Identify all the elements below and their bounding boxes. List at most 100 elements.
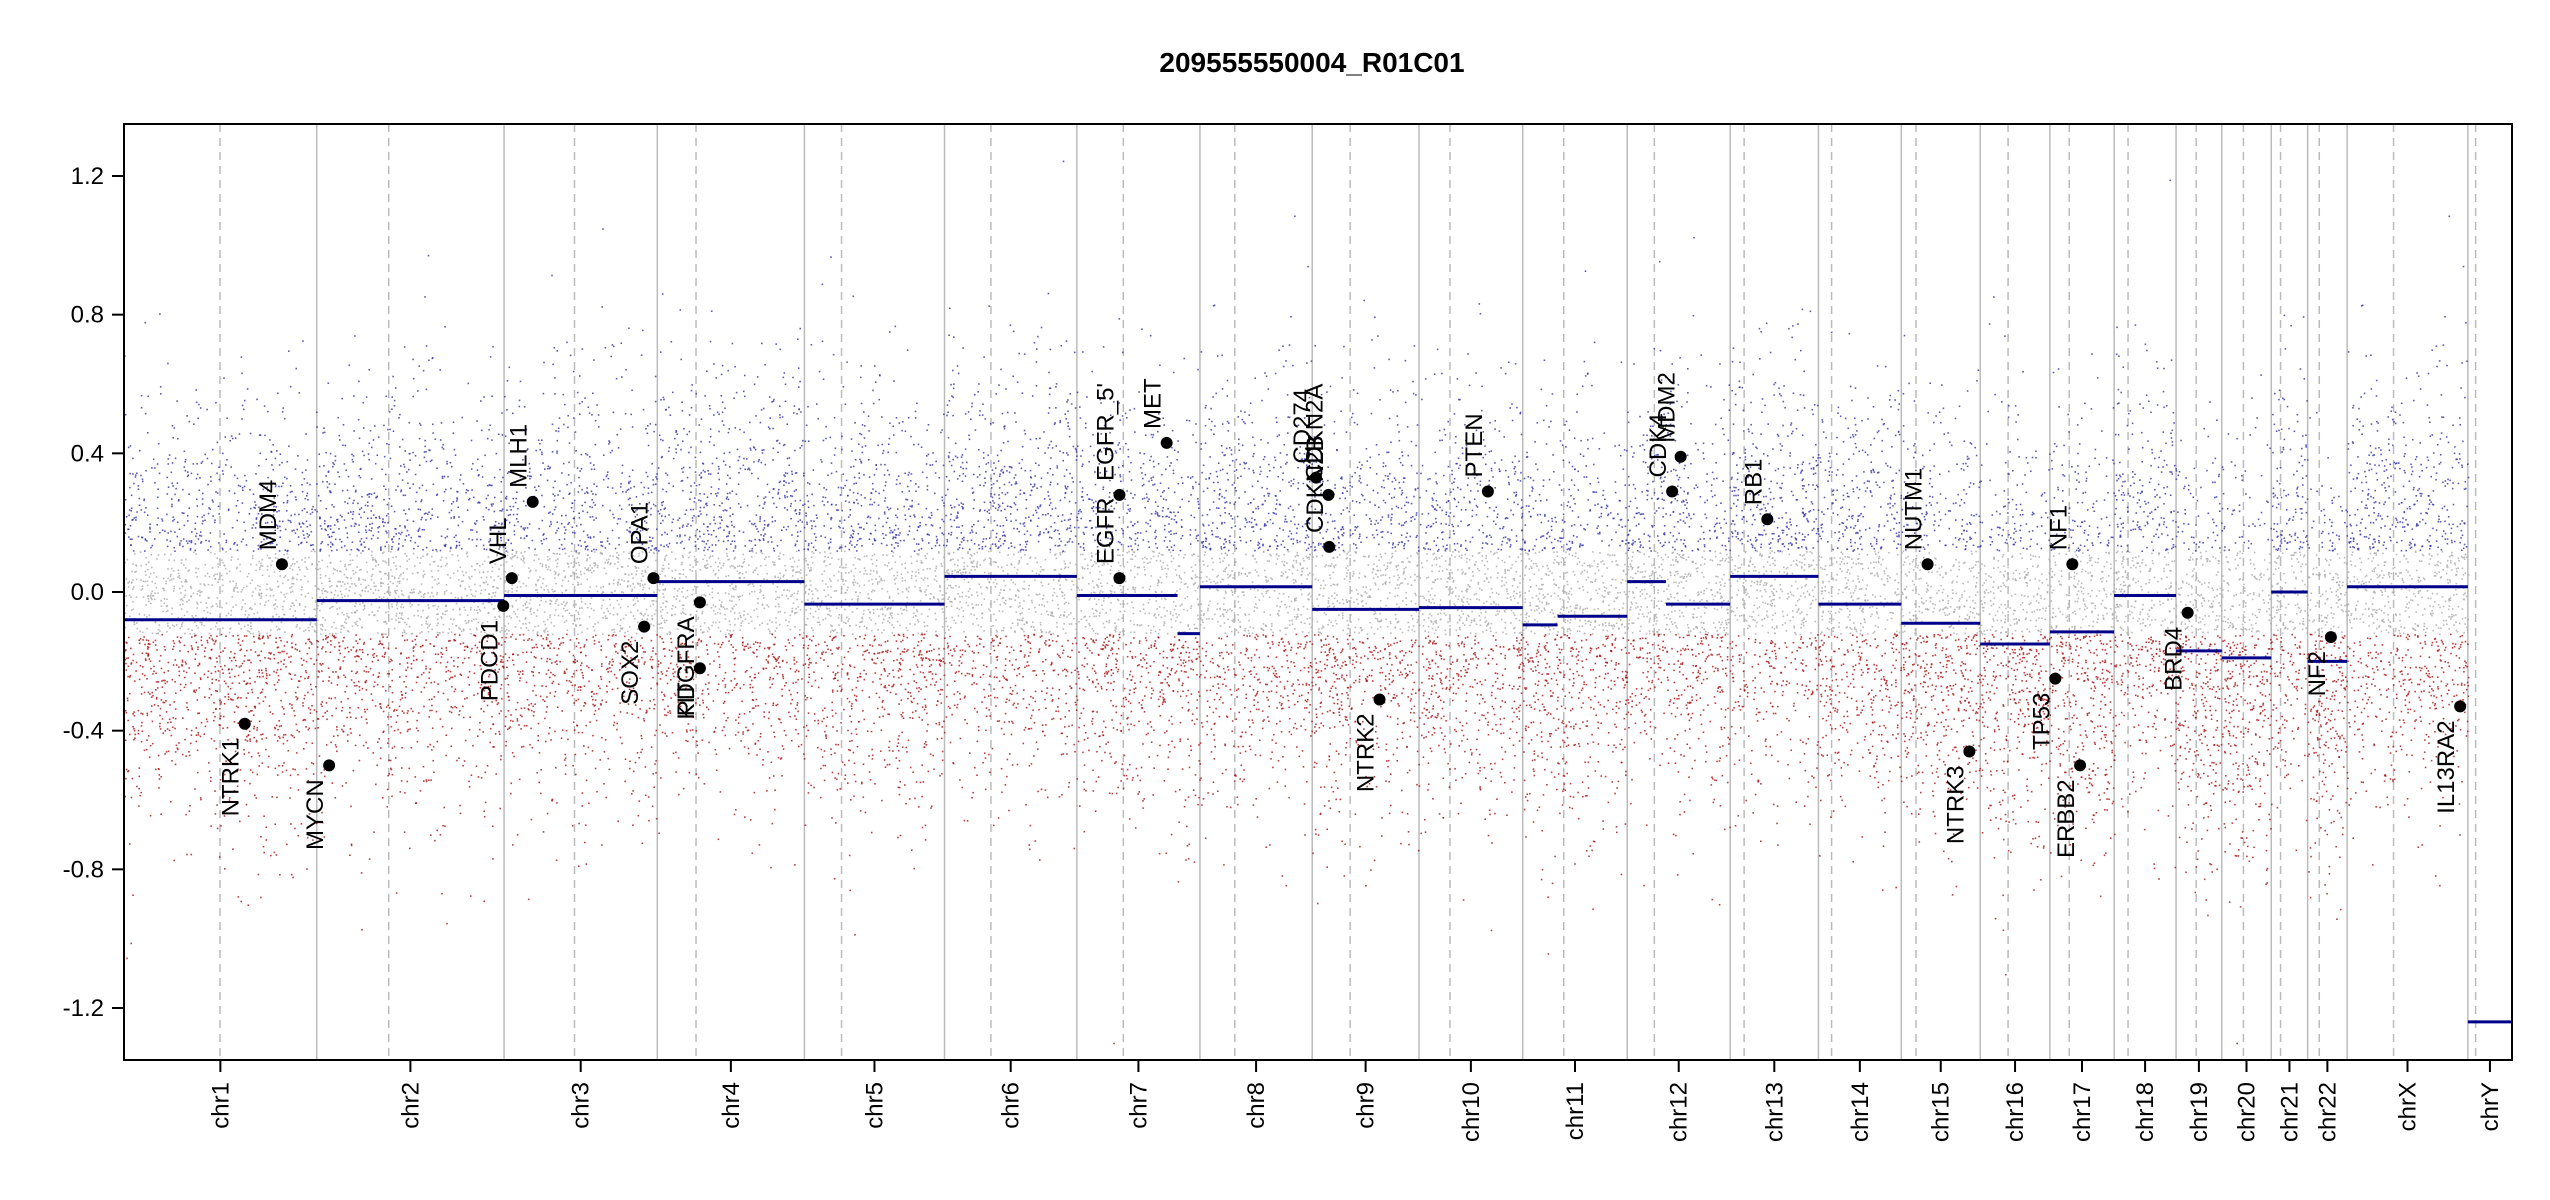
probe-point — [472, 744, 474, 747]
probe-point — [291, 642, 293, 644]
probe-point — [615, 650, 617, 653]
probe-point — [675, 751, 677, 754]
probe-point — [529, 608, 532, 611]
probe-point — [575, 645, 578, 648]
probe-point — [473, 694, 475, 696]
probe-point — [199, 534, 201, 537]
probe-point — [420, 583, 423, 585]
probe-point — [522, 604, 525, 607]
probe-point — [622, 617, 625, 620]
probe-point — [344, 676, 347, 678]
probe-point — [520, 525, 522, 528]
probe-point — [455, 545, 458, 548]
probe-point — [260, 592, 262, 595]
probe-point — [282, 520, 284, 523]
probe-point — [468, 786, 471, 788]
probe-point — [135, 474, 137, 476]
probe-point — [354, 522, 356, 525]
probe-point — [471, 529, 474, 531]
probe-point — [647, 425, 649, 427]
probe-point — [244, 474, 246, 477]
probe-point — [181, 753, 184, 756]
probe-point — [552, 552, 555, 555]
probe-point — [561, 592, 563, 594]
probe-point — [439, 632, 441, 634]
probe-point — [600, 665, 603, 668]
probe-point — [578, 576, 580, 579]
probe-point — [127, 582, 129, 584]
probe-point — [144, 550, 146, 552]
probe-point — [319, 609, 321, 612]
probe-point — [675, 663, 678, 666]
probe-point — [533, 611, 535, 614]
probe-point — [337, 594, 339, 597]
probe-point — [686, 433, 688, 436]
probe-point — [178, 499, 180, 501]
probe-point — [363, 670, 366, 672]
probe-point — [514, 501, 517, 504]
probe-point — [321, 705, 323, 707]
probe-point — [505, 740, 507, 743]
probe-point — [344, 563, 346, 566]
probe-point — [411, 572, 414, 575]
probe-point — [321, 701, 323, 703]
probe-point — [275, 641, 277, 644]
probe-point — [221, 590, 224, 593]
probe-point — [150, 696, 153, 698]
probe-point — [743, 610, 745, 613]
probe-point — [358, 569, 361, 571]
probe-point — [557, 527, 560, 530]
probe-point — [274, 727, 277, 730]
probe-point — [245, 544, 248, 546]
probe-point — [585, 452, 587, 455]
probe-point — [347, 740, 349, 742]
probe-point — [296, 573, 299, 576]
probe-point — [495, 452, 498, 455]
probe-point — [558, 638, 560, 640]
probe-point — [450, 509, 453, 512]
probe-point — [311, 562, 313, 565]
probe-point — [402, 631, 404, 634]
probe-point — [335, 707, 337, 710]
probe-point — [190, 729, 193, 732]
probe-point — [516, 701, 519, 704]
probe-point — [314, 623, 317, 625]
probe-point — [505, 629, 508, 631]
probe-point — [345, 576, 348, 579]
probe-point — [280, 621, 283, 624]
probe-point — [334, 589, 337, 592]
probe-point — [462, 642, 465, 644]
probe-point — [271, 495, 274, 497]
probe-point — [424, 445, 426, 448]
probe-point — [231, 682, 234, 684]
probe-point — [186, 514, 189, 517]
probe-point — [643, 663, 645, 665]
probe-point — [286, 477, 288, 480]
probe-point — [328, 680, 330, 682]
probe-point — [578, 516, 581, 519]
probe-point — [382, 797, 384, 799]
probe-point — [449, 670, 452, 673]
probe-point — [184, 581, 186, 583]
probe-point — [470, 632, 472, 635]
probe-point — [130, 647, 132, 650]
probe-point — [387, 704, 389, 707]
probe-point — [575, 552, 578, 554]
probe-point — [518, 724, 520, 726]
probe-point — [492, 746, 494, 748]
probe-point — [445, 647, 447, 649]
probe-point — [194, 543, 197, 545]
probe-point — [248, 631, 251, 633]
probe-point — [353, 573, 355, 575]
probe-point — [468, 620, 470, 622]
probe-point — [384, 573, 386, 575]
probe-point — [358, 686, 361, 688]
probe-point — [219, 708, 221, 710]
probe-point — [310, 762, 313, 764]
probe-point — [574, 659, 576, 661]
probe-point — [423, 686, 426, 689]
probe-point — [592, 734, 594, 737]
probe-point — [575, 562, 578, 564]
probe-point — [611, 591, 613, 594]
probe-point — [292, 558, 295, 560]
